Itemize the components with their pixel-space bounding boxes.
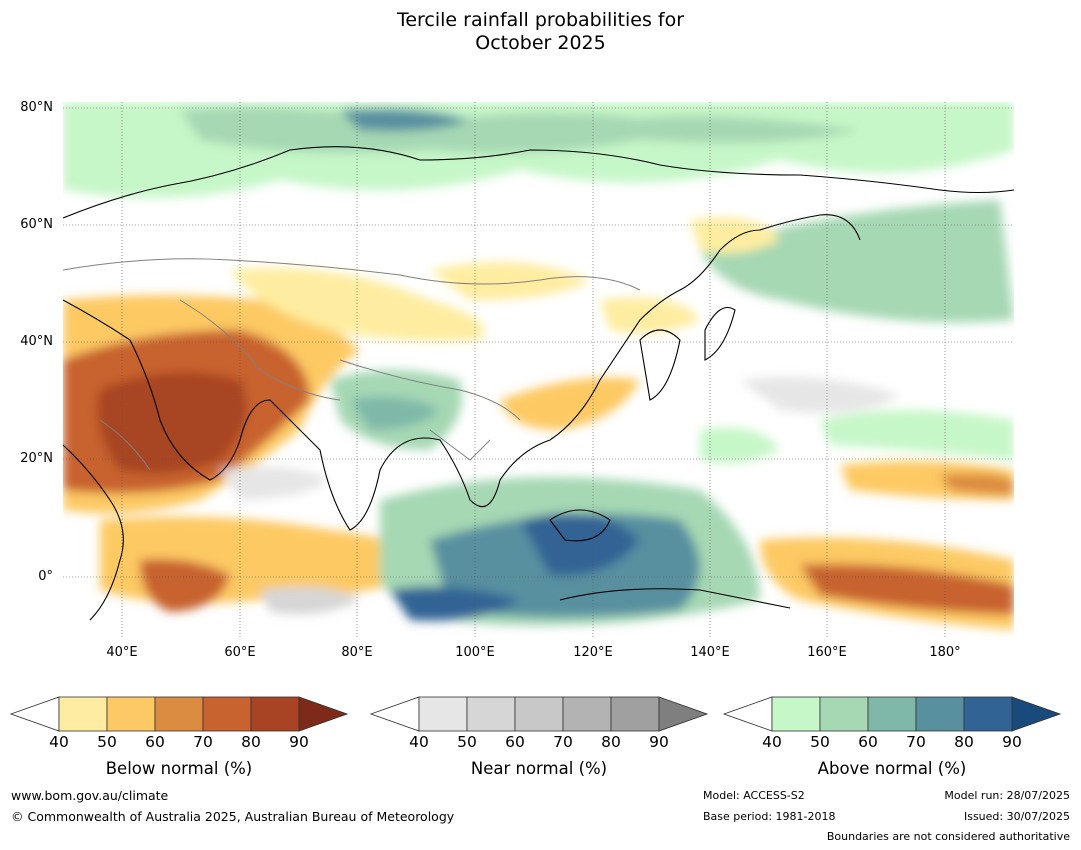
below-normal-region: [600, 297, 700, 334]
colorbar-tick-label: 60: [858, 733, 878, 751]
colorbar-segment: [106, 696, 156, 732]
colorbar-segment: [466, 696, 516, 732]
colorbar-tick-label: 70: [906, 733, 926, 751]
below-normal-region: [97, 372, 247, 474]
colorbar-tick-label: 70: [553, 733, 573, 751]
colorbar-segment: [250, 696, 300, 732]
website-link[interactable]: www.bom.gov.au/climate: [11, 788, 169, 803]
latitude-label: 80°N: [20, 100, 53, 115]
colorbar-extend-low: [723, 696, 773, 732]
latitude-label: 0°: [38, 569, 53, 584]
colorbar-title: Near normal (%): [470, 759, 608, 778]
above-normal-region: [340, 108, 470, 132]
near-normal-region: [260, 586, 360, 615]
colorbar-extend-high: [658, 696, 708, 732]
above-normal-region: [820, 410, 1014, 460]
colorbar-segment: [202, 696, 252, 732]
colorbar-tick-label: 60: [145, 733, 165, 751]
colorbar-extend-low: [10, 696, 60, 732]
colorbar-segment: [915, 696, 965, 732]
title-line-1: Tercile rainfall probabilities for: [396, 9, 685, 31]
colorbar-tick-label: 50: [97, 733, 117, 751]
latitude-label: 60°N: [20, 217, 53, 232]
colorbar-tick-label: 70: [193, 733, 213, 751]
colorbar-tick-label: 80: [241, 733, 261, 751]
colorbar-tick-label: 80: [954, 733, 974, 751]
colorbar-segment: [154, 696, 204, 732]
issued-date: Issued: 30/07/2025: [963, 810, 1070, 823]
colorbar-segment: [867, 696, 917, 732]
below-normal-region: [430, 262, 590, 300]
longitude-label: 100°E: [455, 645, 495, 660]
below-normal-region: [500, 377, 640, 430]
gridlines: [63, 102, 1014, 637]
colorbar-title: Below normal (%): [105, 759, 253, 778]
longitude-label: 80°E: [341, 645, 373, 660]
below-normal-region: [690, 217, 780, 254]
longitude-label: 40°E: [106, 645, 138, 660]
latitude-label: 20°N: [20, 451, 53, 466]
model-run-date: Model run: 28/07/2025: [944, 789, 1070, 802]
colorbar-tick-label: 90: [649, 733, 669, 751]
above-normal-region: [350, 396, 440, 430]
colorbar-segment: [819, 696, 869, 732]
below-normal-region: [940, 473, 1014, 495]
below-normal-region: [230, 268, 485, 342]
longitude-label: 140°E: [690, 645, 730, 660]
colorbar-tick-label: 60: [505, 733, 525, 751]
colorbar: [723, 696, 1061, 732]
colorbar-tick-label: 90: [1002, 733, 1022, 751]
colorbar-extend-high: [1011, 696, 1061, 732]
longitude-label: 180°: [929, 645, 961, 660]
colorbar-tick-label: 80: [601, 733, 621, 751]
copyright-text: © Commonwealth of Australia 2025, Austra…: [11, 809, 455, 824]
colorbar-segment: [562, 696, 612, 732]
below-normal-region: [140, 559, 230, 612]
colorbar: [370, 696, 708, 732]
longitude-label: 160°E: [807, 645, 847, 660]
colorbar-tick-label: 50: [810, 733, 830, 751]
model-name: Model: ACCESS-S2: [703, 789, 805, 802]
above-normal-region: [700, 200, 1014, 323]
longitude-label: 120°E: [573, 645, 613, 660]
colorbar-segment: [58, 696, 108, 732]
country-borders: [63, 258, 641, 471]
colorbar-segment: [418, 696, 468, 732]
colorbar-tick-label: 50: [457, 733, 477, 751]
near-normal-region: [740, 377, 900, 413]
colorbar-title: Above normal (%): [817, 759, 967, 778]
base-period: Base period: 1981-2018: [703, 810, 836, 823]
colorbar-segment: [771, 696, 821, 732]
colorbar: [10, 696, 348, 732]
above-normal-region: [390, 586, 520, 621]
colorbar-extend-low: [370, 696, 420, 732]
latitude-label: 40°N: [20, 334, 53, 349]
colorbar-segment: [514, 696, 564, 732]
colorbar-tick-label: 40: [409, 733, 429, 751]
colorbar-tick-label: 40: [762, 733, 782, 751]
colorbar-segment: [963, 696, 1013, 732]
colorbar-extend-high: [298, 696, 348, 732]
colorbar-tick-label: 90: [289, 733, 309, 751]
title-line-2: October 2025: [475, 32, 606, 54]
coastlines: [63, 146, 1014, 621]
colorbar-tick-label: 40: [49, 733, 69, 751]
colorbar-segment: [610, 696, 660, 732]
map-title: Tercile rainfall probabilities for Octob…: [0, 9, 1081, 55]
disclaimer-text: Boundaries are not considered authoritat…: [826, 830, 1070, 843]
above-normal-region: [700, 427, 780, 464]
near-normal-region: [220, 466, 330, 500]
above-normal-region: [520, 513, 640, 576]
longitude-label: 60°E: [224, 645, 256, 660]
